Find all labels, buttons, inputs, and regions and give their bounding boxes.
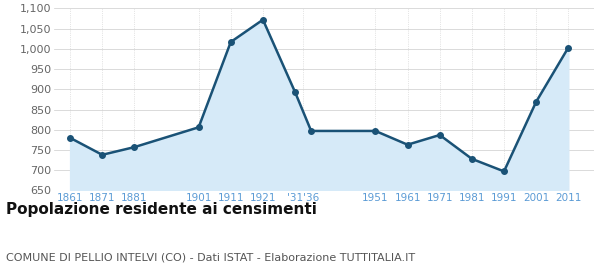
Text: Popolazione residente ai censimenti: Popolazione residente ai censimenti bbox=[6, 202, 317, 217]
Text: COMUNE DI PELLIO INTELVI (CO) - Dati ISTAT - Elaborazione TUTTITALIA.IT: COMUNE DI PELLIO INTELVI (CO) - Dati IST… bbox=[6, 252, 415, 262]
